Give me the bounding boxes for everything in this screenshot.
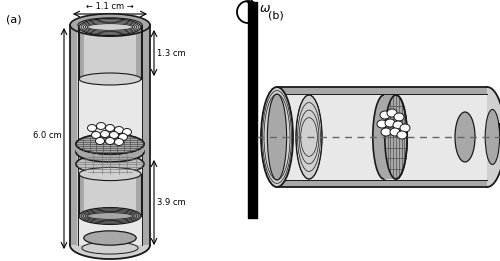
Ellipse shape xyxy=(106,124,114,132)
Text: d: d xyxy=(264,120,273,133)
Bar xyxy=(277,94,487,180)
Ellipse shape xyxy=(79,73,141,85)
Ellipse shape xyxy=(76,142,144,162)
Ellipse shape xyxy=(118,133,128,140)
Ellipse shape xyxy=(261,87,293,187)
Bar xyxy=(277,87,487,187)
Bar xyxy=(136,174,141,216)
Text: (b): (b) xyxy=(268,10,284,20)
Bar xyxy=(143,25,150,245)
Ellipse shape xyxy=(373,95,395,179)
Ellipse shape xyxy=(296,95,322,179)
Ellipse shape xyxy=(377,120,387,128)
Ellipse shape xyxy=(76,134,144,154)
Text: (a): (a) xyxy=(6,14,22,24)
Text: ω: ω xyxy=(260,2,270,15)
Text: ← 1.1 cm →: ← 1.1 cm → xyxy=(86,2,134,11)
Ellipse shape xyxy=(385,119,395,127)
Ellipse shape xyxy=(394,113,404,121)
Ellipse shape xyxy=(385,95,407,179)
Ellipse shape xyxy=(78,18,142,32)
Ellipse shape xyxy=(122,128,132,135)
Bar xyxy=(79,27,84,79)
Ellipse shape xyxy=(92,132,100,139)
Ellipse shape xyxy=(114,139,124,145)
Ellipse shape xyxy=(381,128,391,136)
Ellipse shape xyxy=(96,122,106,129)
Polygon shape xyxy=(487,87,500,187)
Bar xyxy=(136,27,141,79)
Bar xyxy=(277,87,487,94)
Ellipse shape xyxy=(79,167,141,181)
Ellipse shape xyxy=(485,110,500,164)
Bar xyxy=(384,95,396,179)
Text: F: F xyxy=(496,122,500,135)
Ellipse shape xyxy=(114,127,124,133)
Text: 1.3 cm: 1.3 cm xyxy=(157,49,186,57)
Bar xyxy=(277,180,487,187)
Ellipse shape xyxy=(96,138,104,145)
Ellipse shape xyxy=(380,111,390,119)
Ellipse shape xyxy=(79,207,141,224)
Polygon shape xyxy=(70,245,150,259)
Ellipse shape xyxy=(82,242,138,254)
Ellipse shape xyxy=(79,19,141,35)
Ellipse shape xyxy=(400,124,410,132)
Text: 3.9 cm: 3.9 cm xyxy=(157,198,186,207)
Bar xyxy=(79,27,141,79)
Bar xyxy=(79,174,141,216)
Ellipse shape xyxy=(455,112,475,162)
Ellipse shape xyxy=(88,124,96,132)
Bar xyxy=(79,174,84,216)
Text: 6.0 cm: 6.0 cm xyxy=(34,130,62,139)
Bar xyxy=(70,25,77,245)
Ellipse shape xyxy=(70,14,150,36)
Ellipse shape xyxy=(390,128,400,136)
Ellipse shape xyxy=(106,138,114,145)
Bar xyxy=(76,144,144,152)
Ellipse shape xyxy=(397,131,407,139)
Bar xyxy=(70,25,150,245)
Ellipse shape xyxy=(387,109,397,117)
Ellipse shape xyxy=(393,121,403,129)
Ellipse shape xyxy=(76,154,144,174)
Ellipse shape xyxy=(268,94,286,180)
Ellipse shape xyxy=(100,130,110,138)
Ellipse shape xyxy=(84,231,136,245)
Ellipse shape xyxy=(76,134,144,154)
Ellipse shape xyxy=(110,132,118,139)
Bar xyxy=(78,25,142,245)
